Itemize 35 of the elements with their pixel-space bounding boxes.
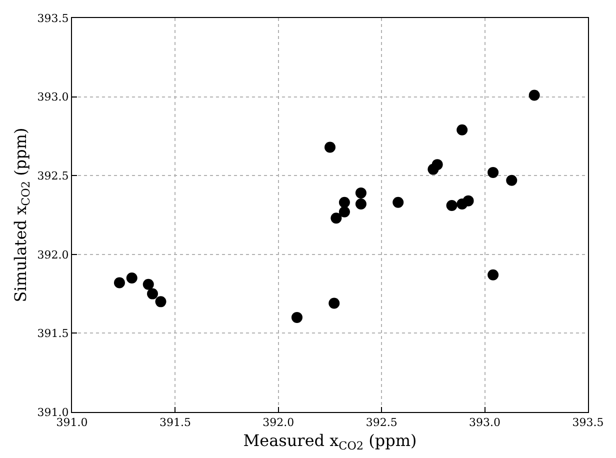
x-tick-label: 392.0 — [262, 416, 294, 430]
point — [456, 124, 468, 136]
y-tick-label: 391.5 — [37, 327, 69, 340]
point — [155, 296, 166, 308]
y-tick-label: 392.5 — [37, 169, 69, 182]
point — [488, 166, 499, 178]
point — [446, 200, 458, 212]
y-tick-label: 393.0 — [37, 90, 69, 104]
point — [488, 269, 499, 280]
y-tick-label: 391.0 — [37, 406, 69, 419]
x-tick-label: 391.5 — [159, 416, 191, 430]
point — [355, 187, 366, 198]
y-tick-label: 392.0 — [37, 248, 69, 262]
x-tick-label: 393.0 — [469, 416, 501, 430]
x-tick-label: 391.0 — [56, 416, 88, 430]
point — [324, 142, 336, 153]
point — [147, 288, 158, 300]
point — [355, 198, 366, 210]
y-tick-label: 393.5 — [37, 12, 69, 25]
point — [506, 174, 518, 186]
x-tick-label: 393.5 — [572, 416, 604, 430]
point — [338, 196, 350, 208]
point — [328, 298, 340, 309]
point — [114, 277, 125, 288]
point — [392, 196, 404, 208]
x-tick-label: 392.5 — [366, 416, 398, 430]
point — [528, 90, 540, 101]
x-axis-title: Measured x$_{CO2}$ (ppm) — [243, 430, 417, 452]
point — [330, 212, 342, 224]
point — [291, 312, 302, 323]
point — [142, 278, 154, 290]
point — [462, 195, 474, 206]
point — [432, 159, 443, 170]
point — [126, 272, 138, 284]
point — [338, 206, 350, 218]
